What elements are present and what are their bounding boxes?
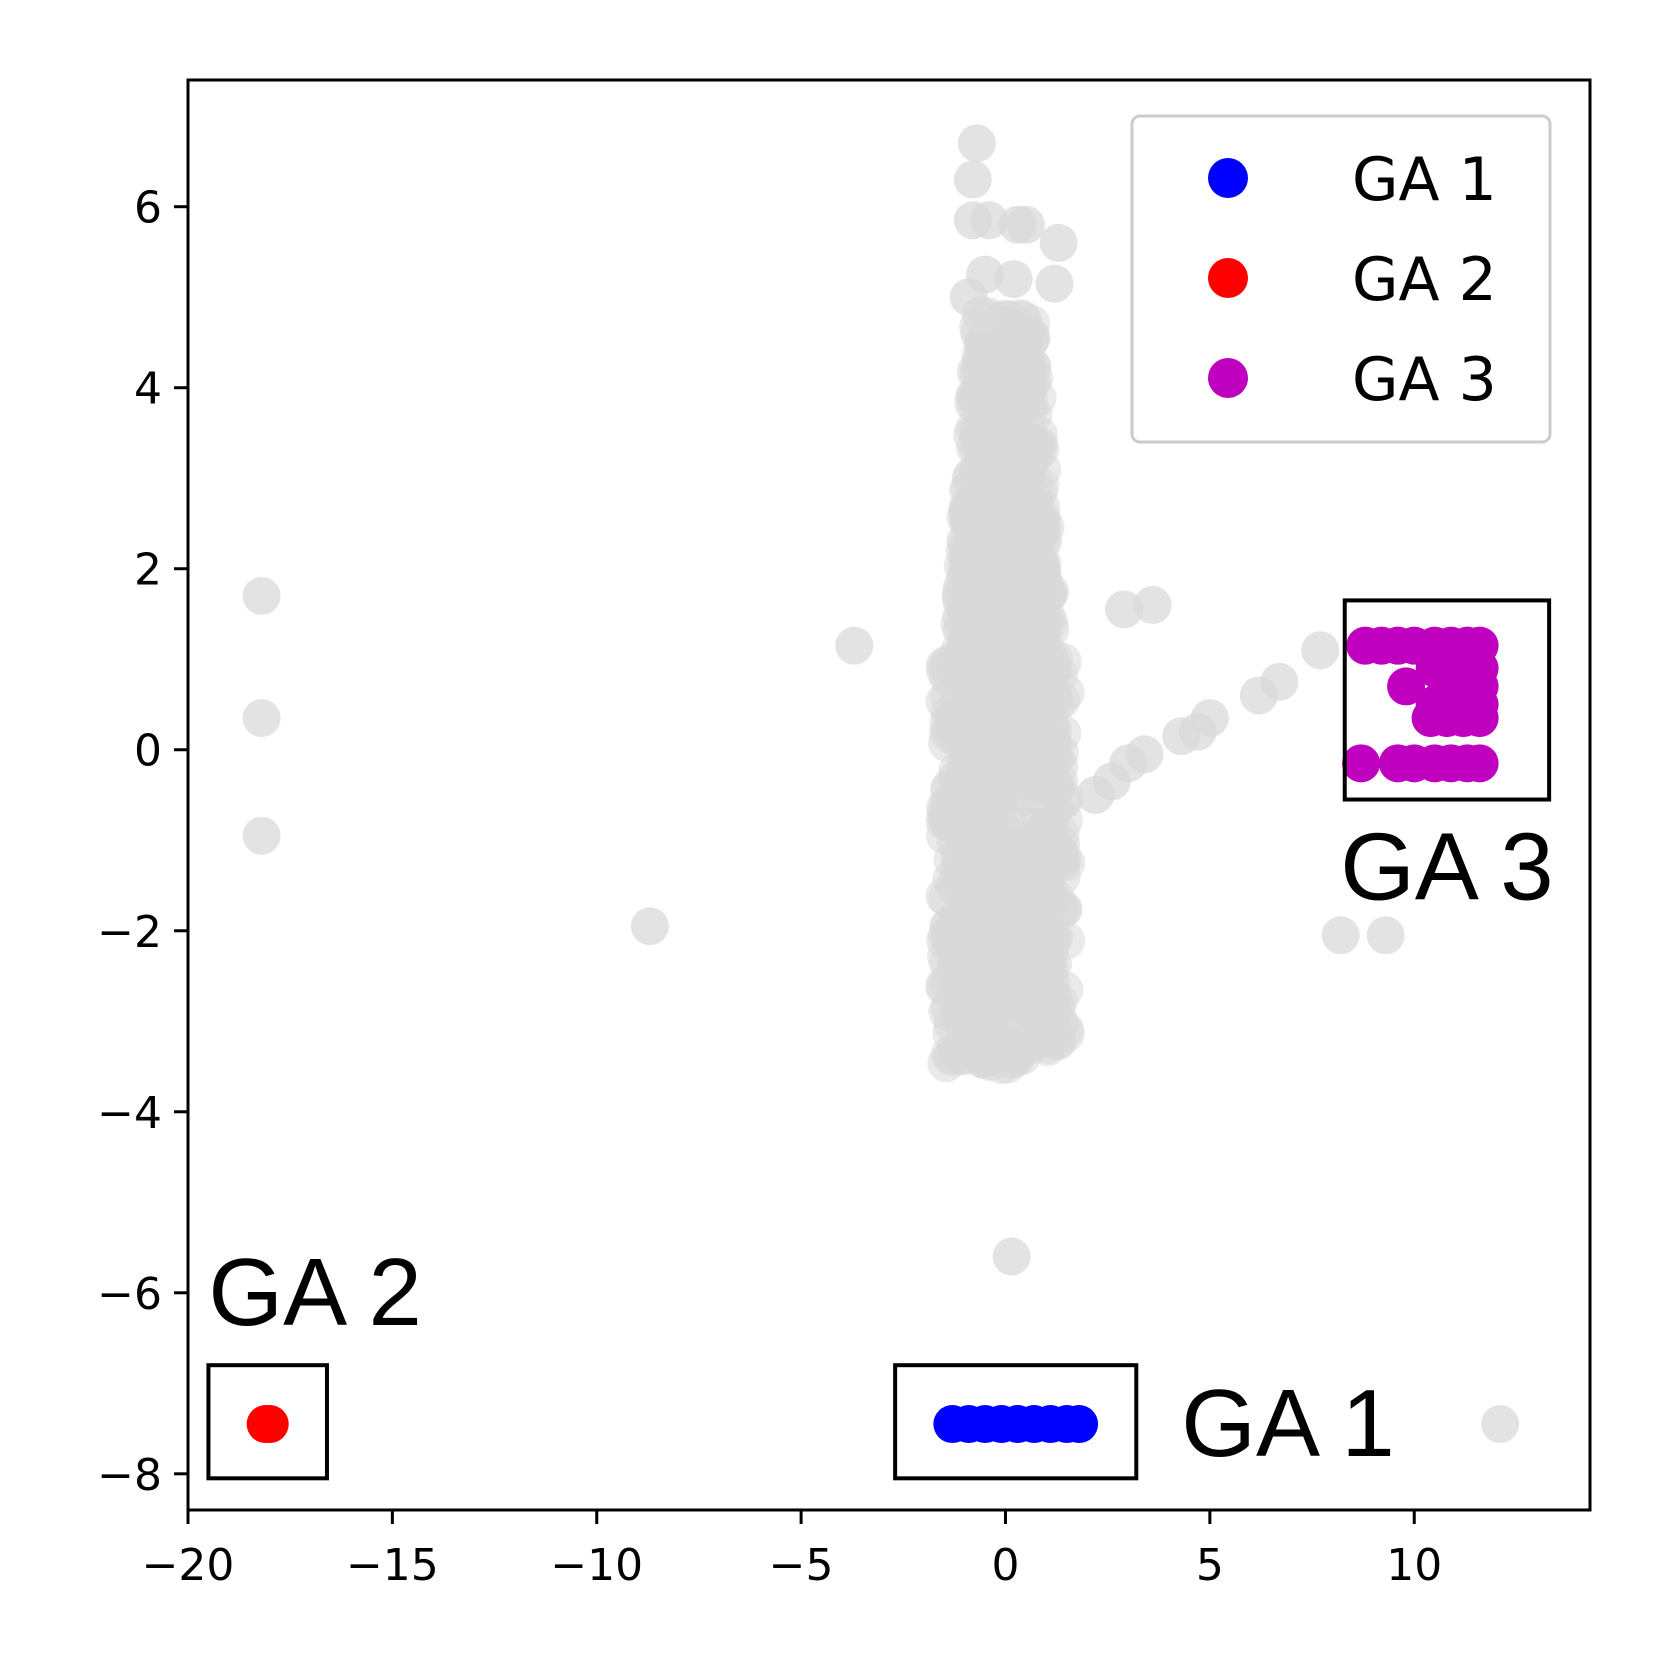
background-point [1105,590,1144,629]
y-tick-label: −2 [97,907,162,958]
background-point [1366,916,1405,955]
background-point [1033,711,1072,750]
background-point [968,723,1007,762]
legend-label: GA 2 [1352,245,1497,315]
background-point [1009,382,1048,421]
background-point [962,899,1001,938]
background-point [1007,603,1046,642]
background-point [1019,819,1058,858]
background-point [957,124,996,163]
background-point [994,260,1033,299]
background-point [1013,348,1052,387]
background-point [1011,539,1050,578]
y-tick-label: −6 [97,1269,162,1320]
background-point [242,699,281,738]
background-point [983,415,1022,454]
x-tick-label: 5 [1196,1540,1224,1591]
legend-marker [1208,258,1248,298]
legend-label: GA 3 [1352,345,1497,415]
data-point [1060,1405,1099,1444]
x-tick-label: 0 [991,1540,1019,1591]
data-point [1460,699,1499,738]
background-points [242,124,1520,1444]
y-tick-label: 0 [134,726,162,777]
x-tick-label: −20 [142,1540,235,1591]
annotation-box [1342,598,1552,802]
background-point [1481,1405,1520,1444]
background-point [997,1038,1036,1077]
series-ga-1 [933,1405,1099,1444]
background-point [1039,223,1078,262]
annotation-box [893,1363,1139,1481]
annotation-box [206,1363,329,1481]
background-point [948,815,987,854]
background-point [961,296,1000,335]
background-point [961,1032,1000,1071]
background-point [962,961,1001,1000]
background-point [1006,205,1045,244]
background-point [927,1044,966,1083]
x-tick-label: −15 [346,1540,439,1591]
background-point [971,760,1010,799]
legend: GA 1 GA 2 GA 3 [1130,114,1552,444]
background-point [835,626,874,665]
y-tick-label: 4 [134,364,162,415]
legend-marker [1208,158,1248,198]
legend-marker [1208,358,1248,398]
data-point [1342,744,1381,783]
background-point [953,160,992,199]
legend-label: GA 1 [1352,145,1497,215]
y-tick-label: −4 [97,1088,162,1139]
background-point [1001,312,1040,351]
background-point [1006,899,1045,938]
background-point [961,690,1000,729]
x-tick-label: −5 [769,1540,834,1591]
background-point [1046,1010,1085,1049]
background-point [930,771,969,810]
annotation-label: GA 1 [1181,1370,1394,1477]
background-point [1040,762,1079,801]
background-point [1003,868,1042,907]
background-point [925,651,964,690]
x-tick-label: −10 [550,1540,643,1591]
background-point [1035,264,1074,303]
background-point [630,907,669,946]
background-point [1301,631,1340,670]
background-point [1133,585,1172,624]
background-point [963,488,1002,527]
background-point [978,606,1017,645]
background-point [1030,947,1069,986]
background-point [1321,916,1360,955]
background-point [1034,679,1073,718]
background-point [1162,717,1201,756]
background-point [970,201,1009,240]
data-point [1460,744,1499,783]
y-tick-label: 6 [134,183,162,234]
y-tick-label: −8 [97,1450,162,1501]
annotation-label: GA 2 [208,1239,421,1346]
background-point [1035,639,1074,678]
data-point [1387,667,1426,706]
background-point [1019,425,1058,464]
x-tick-label: 10 [1386,1540,1442,1591]
background-point [992,1237,1031,1276]
series-ga-2 [246,1405,289,1444]
background-point [973,931,1012,970]
background-point [1239,676,1278,715]
plot-frame [186,78,1592,1512]
background-point [1021,501,1060,540]
background-point [1076,776,1115,814]
background-point [985,990,1024,1029]
background-point [944,992,983,1031]
annotation-label: GA 3 [1340,814,1553,921]
background-point [242,816,281,855]
y-tick-label: 2 [134,545,162,596]
data-point [250,1405,289,1444]
series-ga-3 [1342,626,1499,783]
background-point [242,576,281,615]
